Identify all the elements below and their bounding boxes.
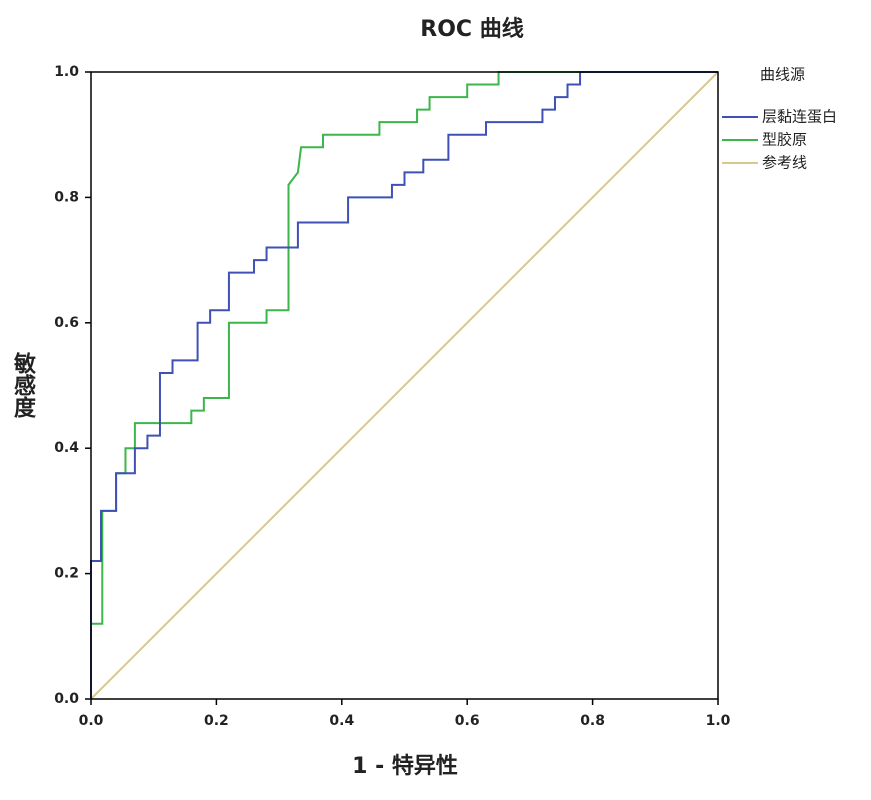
x-tick-label: 0.4 [329,713,354,729]
x-tick-label: 0.2 [204,713,229,729]
x-tick-label: 0.6 [455,713,480,729]
x-tick-label: 0.8 [580,713,605,729]
y-tick-label: 0.6 [54,315,79,331]
y-tick-label: 0.8 [54,189,79,205]
y-axis-label: 敏感度 [10,351,37,419]
y-tick-label: 0.4 [54,440,79,456]
y-tick-label: 0.2 [54,566,79,582]
x-axis-label: 1 - 特异性 [352,753,458,779]
legend-label: 层黏连蛋白 [762,108,837,126]
plot-frame [90,71,719,700]
legend-title: 曲线源 [760,66,805,84]
y-tick-label: 0.0 [54,691,79,707]
y-tick-label: 1.0 [54,64,79,80]
legend-label: 型胶原 [762,131,807,149]
x-tick-label: 1.0 [706,713,731,729]
roc-line [90,71,719,700]
legend-label: 参考线 [762,154,807,172]
x-tick-label: 0.0 [79,713,104,729]
chart-title: ROC 曲线 [420,16,523,42]
roc-line [90,71,718,699]
